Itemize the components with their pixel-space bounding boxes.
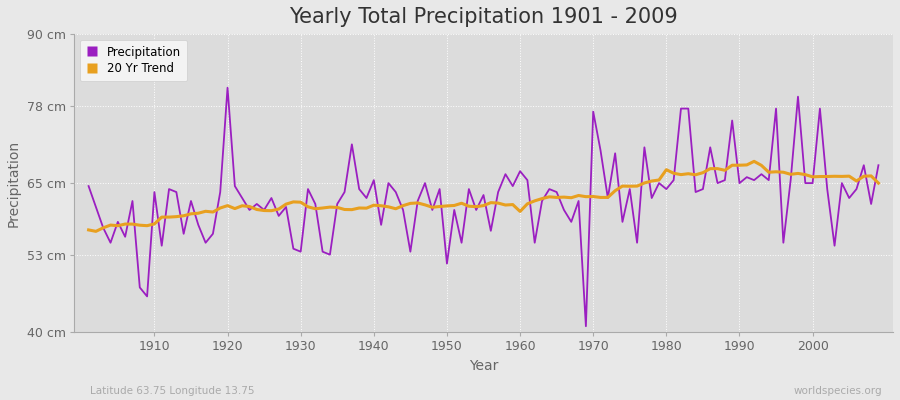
Legend: Precipitation, 20 Yr Trend: Precipitation, 20 Yr Trend	[80, 40, 187, 81]
Title: Yearly Total Precipitation 1901 - 2009: Yearly Total Precipitation 1901 - 2009	[289, 7, 678, 27]
Text: Latitude 63.75 Longitude 13.75: Latitude 63.75 Longitude 13.75	[90, 386, 255, 396]
Y-axis label: Precipitation: Precipitation	[7, 140, 21, 227]
X-axis label: Year: Year	[469, 359, 499, 373]
Text: worldspecies.org: worldspecies.org	[794, 386, 882, 396]
